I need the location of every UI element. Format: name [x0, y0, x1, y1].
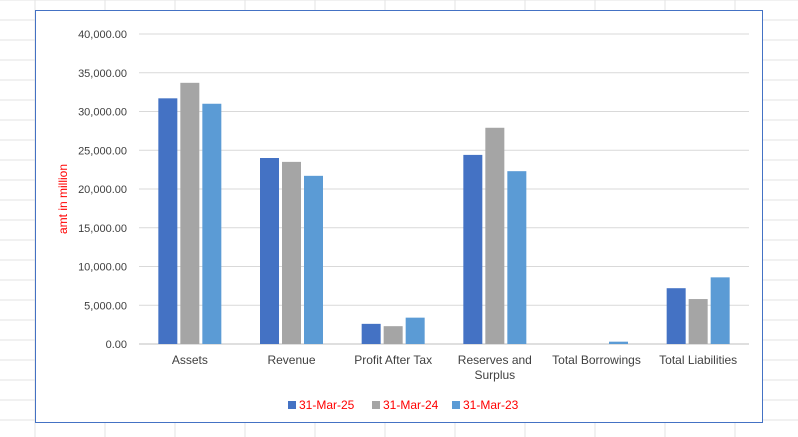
bar[interactable]: [485, 127, 505, 345]
bar[interactable]: [688, 299, 708, 344]
bar[interactable]: [282, 161, 301, 344]
bar[interactable]: [383, 326, 403, 344]
y-tick-label: 25,000.00: [78, 145, 127, 157]
y-tick-label: 40,000.00: [78, 29, 127, 41]
bar[interactable]: [710, 277, 730, 344]
legend-label: 31-Mar-25: [299, 398, 355, 412]
bar-chart: 0.00 5,000.00 10,000.00 15,000.00 20,000.00 2…: [56, 29, 749, 412]
y-tick-label: 5,000.00: [84, 300, 127, 312]
y-tick-label: 15,000.00: [78, 223, 127, 235]
y-tick-label: 30,000.00: [78, 107, 127, 119]
x-category-label: Profit After Tax: [354, 353, 432, 367]
y-axis-title: amt in million: [56, 164, 70, 234]
bar[interactable]: [463, 154, 483, 344]
x-axis-categories: Assets Revenue Profit After Tax Reserves an…: [172, 353, 737, 382]
y-tick-label: 35,000.00: [78, 68, 127, 80]
legend-swatch: [452, 401, 460, 409]
y-tick-label: 10,000.00: [78, 262, 127, 274]
bars: [158, 82, 730, 345]
x-category-label: Revenue: [267, 353, 315, 367]
y-tick-label: 20,000.00: [78, 184, 127, 196]
bar[interactable]: [180, 82, 200, 344]
legend: 31-Mar-25 31-Mar-24 31-Mar-23: [288, 398, 519, 412]
y-axis-ticks: 0.00 5,000.00 10,000.00 15,000.00 20,000.00 2…: [78, 29, 127, 351]
x-category-label: Assets: [172, 353, 208, 367]
bar[interactable]: [158, 98, 178, 344]
legend-label: 31-Mar-24: [383, 398, 439, 412]
bar[interactable]: [609, 341, 628, 344]
x-category-label: Total Borrowings: [552, 353, 641, 367]
bar[interactable]: [304, 175, 323, 344]
bar[interactable]: [507, 171, 527, 344]
legend-label: 31-Mar-23: [463, 398, 519, 412]
x-category-label: Total Liabilities: [659, 353, 737, 367]
x-category-label: Reserves and Surplus: [458, 353, 532, 382]
bar[interactable]: [666, 288, 686, 344]
gridlines: [139, 33, 749, 345]
bar[interactable]: [361, 323, 381, 344]
bar[interactable]: [202, 103, 222, 344]
bar[interactable]: [405, 317, 425, 344]
chart-area[interactable]: 0.00 5,000.00 10,000.00 15,000.00 20,000.00 2…: [35, 10, 763, 423]
legend-swatch: [288, 401, 296, 409]
bar[interactable]: [260, 158, 279, 344]
legend-swatch: [372, 401, 380, 409]
y-tick-label: 0.00: [106, 339, 127, 351]
